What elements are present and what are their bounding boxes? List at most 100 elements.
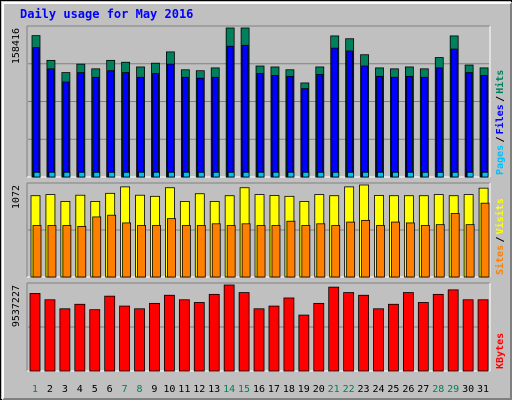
day-tick-label: 20 <box>313 384 325 395</box>
pages-bar <box>466 171 474 178</box>
files-bar <box>241 44 249 178</box>
kbytes-bar <box>328 286 340 372</box>
day-tick-label: 4 <box>77 384 83 395</box>
day-tick-label: 30 <box>462 384 474 395</box>
day-tick-label: 17 <box>268 384 280 395</box>
legend-separator: / <box>495 236 506 242</box>
sites-bar <box>376 225 385 278</box>
day-tick-label: 21 <box>328 384 340 395</box>
legend-sites: Sites <box>494 245 506 275</box>
pages-bar <box>197 171 205 178</box>
sites-bar <box>420 225 430 278</box>
files-bar <box>196 77 204 178</box>
legend-kbytes: KBytes <box>495 333 506 369</box>
kbytes-bar <box>223 284 235 372</box>
day-tick-label: 14 <box>223 384 235 395</box>
kbytes-bar <box>89 309 101 372</box>
files-bar <box>211 76 219 178</box>
sites-bar <box>391 221 400 278</box>
files-bar <box>122 72 130 178</box>
pages-bar <box>362 171 369 178</box>
day-tick-label: 22 <box>343 384 355 395</box>
day-tick-label: 16 <box>253 384 265 395</box>
pages-bar <box>138 171 145 178</box>
pages-bar <box>406 171 414 178</box>
legend-pages: Pages <box>495 145 506 175</box>
sites-bar <box>271 225 281 278</box>
kbytes-bar <box>134 308 145 372</box>
day-tick-label: 13 <box>208 384 220 395</box>
legend-hits: Hits <box>494 70 506 94</box>
sites-bar <box>346 221 356 278</box>
pages-bar <box>63 171 71 178</box>
pages-bar <box>317 171 325 178</box>
day-tick-label: 1 <box>32 384 38 395</box>
kbytes-bar <box>417 302 429 372</box>
day-tick-label: 2 <box>47 384 53 395</box>
legend-visits: Visits <box>494 198 506 234</box>
pages-bar <box>227 171 235 178</box>
kbytes-bar <box>477 299 489 372</box>
pages-bar <box>182 171 190 178</box>
pages-bar <box>33 171 41 178</box>
pages-bar <box>242 171 250 178</box>
hits-panel-y-max-label: 158416 <box>11 28 22 64</box>
files-bar <box>405 75 413 178</box>
day-tick-label: 29 <box>447 384 459 395</box>
kbytes-bar <box>283 297 295 372</box>
sites-bar <box>181 225 191 278</box>
kbytes-bar <box>74 303 86 372</box>
pages-bar <box>481 171 489 178</box>
kbytes-bar <box>164 294 175 372</box>
sites-bar <box>301 225 311 278</box>
files-bar <box>286 75 294 178</box>
kbytes-bar <box>238 292 250 372</box>
sites-bar <box>361 219 370 278</box>
day-tick-label: 31 <box>477 384 489 395</box>
sites-bar <box>137 225 146 278</box>
kbytes-bar <box>268 305 280 372</box>
day-tick-label: 12 <box>193 384 205 395</box>
day-tick-label: 24 <box>372 384 384 395</box>
kbytes-bar <box>193 302 205 372</box>
kbytes-bar <box>447 289 459 372</box>
pages-bar <box>451 171 459 178</box>
kbytes-bar <box>119 305 131 372</box>
kbytes-panel-y-max-label: 9537227 <box>11 285 22 327</box>
day-tick-label: 11 <box>178 384 190 395</box>
sites-bar <box>77 225 87 278</box>
kbytes-bar <box>44 299 56 372</box>
sites-bar <box>32 225 42 278</box>
files-bar <box>346 50 354 178</box>
files-bar <box>420 76 428 178</box>
sites-bar <box>196 225 206 278</box>
pages-bar <box>168 171 175 178</box>
files-bar <box>435 67 443 178</box>
kbytes-bar <box>388 303 399 372</box>
legend-separator: / <box>495 96 506 102</box>
kbytes-bar <box>462 299 474 372</box>
files-bar <box>450 48 458 178</box>
pages-bar <box>287 171 295 178</box>
files-bar <box>137 76 144 178</box>
kbytes-bar <box>59 308 71 372</box>
kbytes-bar <box>208 293 220 372</box>
pages-bar <box>421 171 429 178</box>
pages-bar <box>436 171 444 178</box>
day-tick-label: 28 <box>432 384 444 395</box>
kbytes-bar <box>402 292 414 372</box>
chart-title: Daily usage for May 2016 <box>20 7 194 21</box>
kbytes-bar <box>104 295 116 372</box>
files-bar <box>376 75 383 178</box>
sites-bar <box>92 216 102 278</box>
files-bar <box>167 63 174 178</box>
files-bar <box>256 73 264 178</box>
sites-bar <box>465 224 475 278</box>
day-tick-label: 15 <box>238 384 250 395</box>
sites-bar <box>47 225 57 278</box>
kbytes-bar <box>29 293 41 372</box>
files-bar <box>62 81 70 178</box>
sites-bar <box>331 225 341 278</box>
files-bar <box>391 76 398 178</box>
